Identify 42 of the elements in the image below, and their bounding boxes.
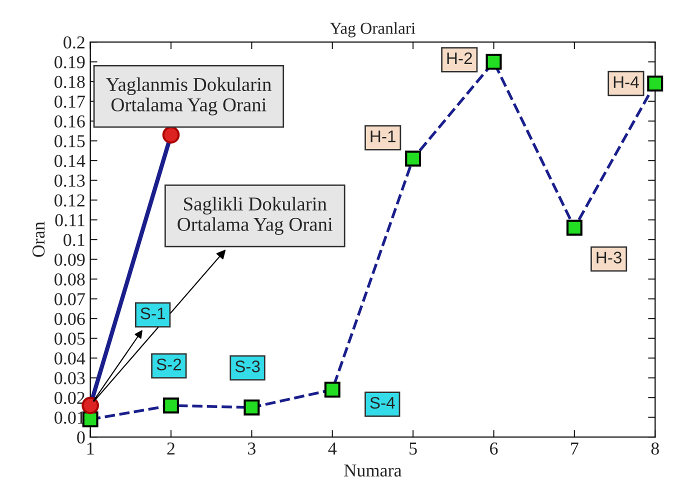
x-tick-label: 7 [571,442,578,454]
y-tick-label: 0.13 [54,174,85,187]
annotation: H-1 [370,130,396,142]
y-tick-label: 0.11 [55,214,84,226]
y-tick-label: 0.03 [54,372,85,384]
annotation: Saglikli Dokularin Ortalama Yag Orani [178,196,333,235]
y-tick-label: 0.18 [54,76,85,88]
y-tick-label: 0.04 [54,352,86,365]
y-tick-label: 0.1 [64,234,84,246]
y-tick-label: 0 [77,431,85,444]
y-tick-label: 0.17 [54,96,85,108]
y-tick-label: 0.01 [54,412,84,424]
annotation: S-3 [235,360,260,372]
annotation: Yaglanmis Dokularin Ortalama Yag Orani [106,77,272,116]
annotation: H-3 [596,252,622,264]
x-tick-label: 3 [248,442,256,455]
y-tick-label: 0.06 [54,312,85,326]
y-tick-label: 0.14 [54,154,86,168]
y-tick-label: 0.12 [54,194,84,207]
y-tick-label: 0.09 [54,254,85,266]
chart-title: Yag Oranlari [330,22,416,38]
y-tick-label: 0.08 [54,273,85,286]
x-axis-title: Numara [344,464,402,477]
x-tick-label: 2 [167,442,175,454]
annotation: S-4 [370,396,395,409]
y-tick-label: 0.05 [54,332,85,345]
y-tick-label: 0.07 [54,293,85,306]
y-tick-label: 0.2 [64,36,84,49]
x-tick-label: 8 [651,442,659,455]
annotation: H-4 [614,76,639,88]
y-axis-title: Oran [32,222,45,257]
annotation: S-1 [140,308,165,320]
y-tick-label: 0.16 [54,115,85,128]
x-tick-label: 4 [328,442,337,454]
y-tick-label: 0.19 [54,56,85,68]
x-tick-label: 5 [410,442,417,455]
y-tick-label: 0.02 [54,392,84,404]
annotation: S-2 [156,358,182,370]
x-tick-label: 6 [490,442,498,455]
annotation: H-2 [447,52,472,64]
y-tick-label: 0.15 [54,135,85,148]
x-tick-label: 1 [87,442,94,454]
